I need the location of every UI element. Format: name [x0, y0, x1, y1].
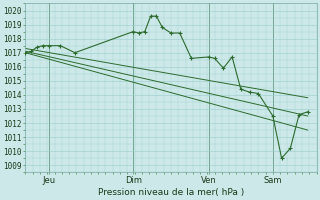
X-axis label: Pression niveau de la mer( hPa ): Pression niveau de la mer( hPa ) [98, 188, 244, 197]
